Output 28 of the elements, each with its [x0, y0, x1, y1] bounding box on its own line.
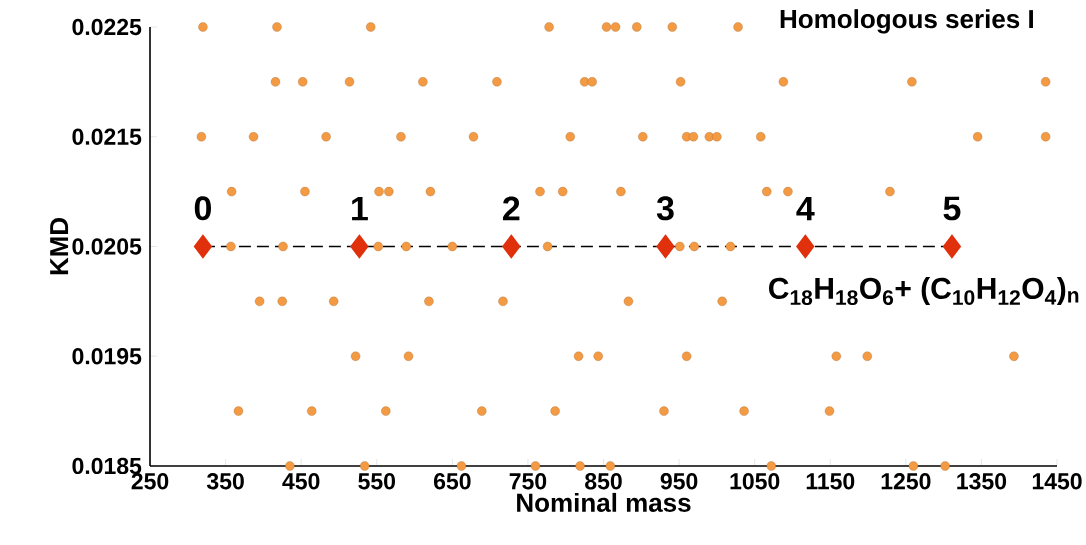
- y-tick-label: 0.0225: [72, 18, 142, 36]
- annotation: 4: [796, 196, 815, 221]
- x-tick-label: 1450: [1032, 473, 1082, 490]
- y-axis-title: KMD: [50, 217, 69, 275]
- x-tick-label: 350: [206, 473, 244, 490]
- x-tick-label: 1050: [730, 473, 780, 490]
- y-tick-label: 0.0185: [72, 457, 142, 475]
- annotation: 3: [656, 196, 674, 221]
- x-tick-label: 1250: [881, 473, 931, 490]
- annotation: 5: [943, 196, 961, 221]
- x-tick-label: 850: [585, 473, 622, 490]
- x-tick-label: 550: [358, 473, 395, 490]
- annotation: 1: [352, 196, 368, 221]
- x-tick-label: 450: [282, 473, 320, 490]
- y-tick-label: 0.0205: [72, 238, 142, 255]
- x-tick-label: 250: [131, 473, 169, 490]
- text: C$_{18}$H$_{18}$O$_{6}$+ (C$_{10}$H$_{12}$O$_{4}$)$_{n}$: [769, 276, 1079, 305]
- x-tick-label: 1350: [957, 473, 1007, 490]
- annotation: 2: [503, 196, 520, 221]
- y-tick-label: 0.0215: [72, 128, 142, 145]
- annotation: Homologous series I: [780, 9, 1033, 34]
- x-tick-label: 1150: [806, 473, 855, 490]
- x-tick-label: 750: [509, 473, 547, 490]
- x-tick-label: 650: [434, 473, 471, 490]
- x-tick-label: 950: [660, 473, 698, 490]
- y-tick-label: 0.0195: [72, 348, 142, 365]
- x-axis-title: Nominal mass: [517, 492, 691, 512]
- annotation: 0: [194, 196, 211, 221]
